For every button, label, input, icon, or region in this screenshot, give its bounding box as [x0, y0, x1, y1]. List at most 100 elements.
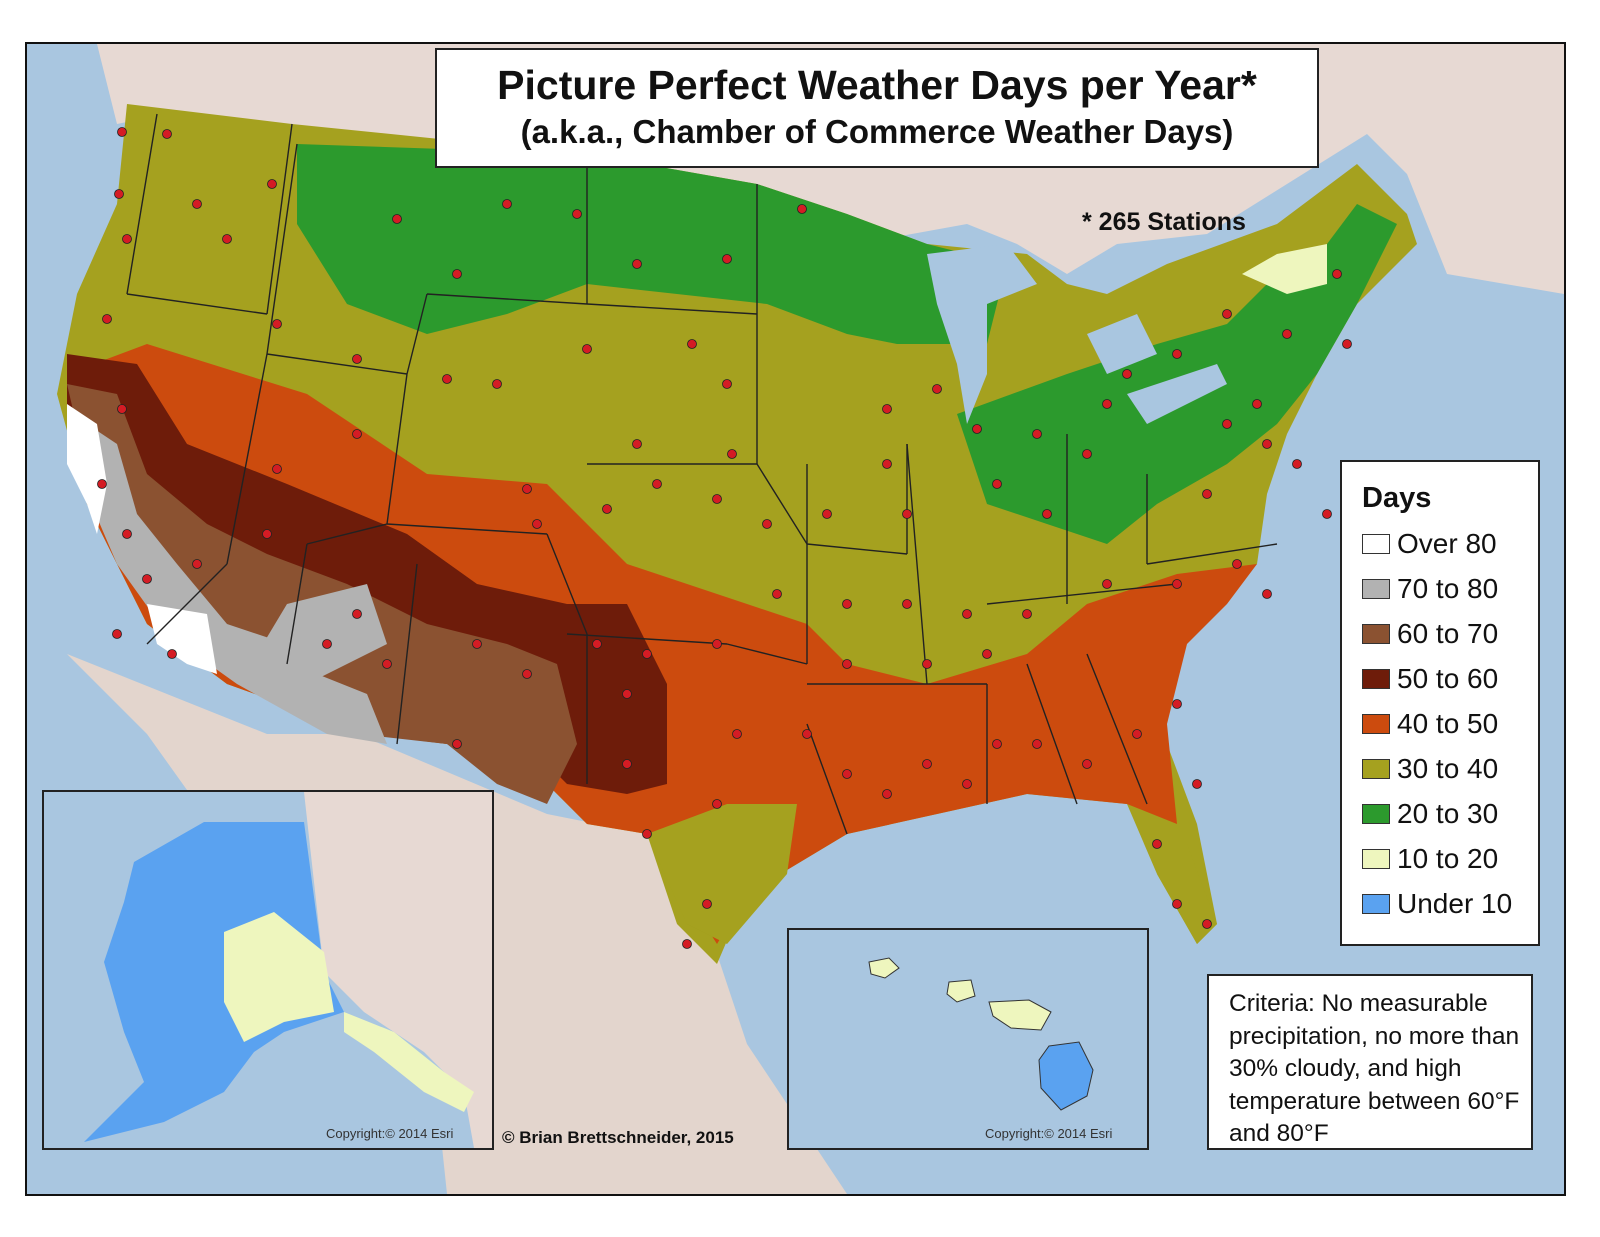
station-marker: [1202, 919, 1212, 929]
great-lakes: [927, 244, 1227, 424]
station-marker: [472, 639, 482, 649]
legend-item: 30 to 40: [1362, 746, 1538, 791]
legend-title: Days: [1362, 482, 1432, 514]
station-marker: [727, 449, 737, 459]
station-marker: [1032, 429, 1042, 439]
station-marker: [267, 179, 277, 189]
station-marker: [382, 659, 392, 669]
canada-land-inset: [304, 792, 492, 1148]
station-marker: [962, 779, 972, 789]
legend-swatch: [1362, 848, 1390, 869]
station-marker: [1082, 759, 1092, 769]
station-marker: [702, 899, 712, 909]
station-marker: [192, 199, 202, 209]
station-marker: [452, 269, 462, 279]
station-marker: [1172, 699, 1182, 709]
station-marker: [322, 639, 332, 649]
station-marker: [732, 729, 742, 739]
zone-30-40-florida: [1157, 824, 1217, 944]
criteria-box: Criteria: No measurable precipitation, n…: [1207, 974, 1533, 1150]
legend-swatch: [1362, 578, 1390, 599]
station-marker: [797, 204, 807, 214]
alaska-copyright: Copyright:© 2014 Esri: [326, 1126, 454, 1141]
legend-swatch: [1362, 668, 1390, 689]
station-marker: [192, 559, 202, 569]
station-marker: [602, 504, 612, 514]
map-frame: Picture Perfect Weather Days per Year* (…: [25, 42, 1566, 1196]
legend-label: 30 to 40: [1397, 752, 1499, 784]
station-marker: [522, 484, 532, 494]
station-marker: [162, 129, 172, 139]
station-marker: [922, 759, 932, 769]
station-marker: [1122, 369, 1132, 379]
station-marker: [902, 509, 912, 519]
legend-item: 70 to 80: [1362, 566, 1538, 611]
station-marker: [1172, 899, 1182, 909]
station-marker: [1222, 419, 1232, 429]
zone-60-70: [67, 384, 577, 804]
legend-item: 50 to 60: [1362, 656, 1538, 701]
station-marker: [992, 479, 1002, 489]
zone-30-40-gulf: [647, 804, 797, 944]
station-marker: [167, 649, 177, 659]
station-marker: [1152, 839, 1162, 849]
station-marker: [1252, 399, 1262, 409]
station-marker: [722, 379, 732, 389]
station-marker: [802, 729, 812, 739]
station-marker: [722, 254, 732, 264]
station-marker: [1192, 779, 1202, 789]
zone-70-80-b: [257, 584, 387, 684]
legend-label: 20 to 30: [1397, 797, 1499, 829]
zone-40-50: [67, 344, 1257, 944]
station-marker: [102, 314, 112, 324]
station-marker: [1102, 399, 1112, 409]
station-marker: [632, 439, 642, 449]
zone-10-20-vermont: [1242, 244, 1327, 294]
legend-swatch: [1362, 893, 1390, 914]
alaska-inset: Copyright:© 2014 Esri: [42, 790, 494, 1150]
stations-note: * 265 Stations: [1082, 208, 1246, 236]
legend-swatch: [1362, 623, 1390, 644]
station-marker: [1022, 609, 1032, 619]
zone-over-80-b: [147, 604, 217, 674]
hawaii-copyright: Copyright:© 2014 Esri: [985, 1126, 1113, 1141]
legend-item: 60 to 70: [1362, 611, 1538, 656]
station-marker: [772, 589, 782, 599]
station-marker: [442, 374, 452, 384]
station-marker: [642, 829, 652, 839]
station-marker: [112, 629, 122, 639]
station-marker: [882, 459, 892, 469]
state-boundaries: [126, 113, 1278, 835]
legend-item: Over 80: [1362, 521, 1538, 566]
station-marker: [1262, 589, 1272, 599]
station-marker: [922, 659, 932, 669]
legend-label: Under 10: [1397, 887, 1513, 919]
station-marker: [622, 689, 632, 699]
alaska-under-10: [84, 822, 344, 1142]
map-title: Picture Perfect Weather Days per Year*: [497, 62, 1257, 108]
station-marker: [762, 519, 772, 529]
station-marker: [712, 799, 722, 809]
station-marker: [117, 404, 127, 414]
legend-label: 10 to 20: [1397, 842, 1499, 874]
station-marker: [97, 479, 107, 489]
station-marker: [142, 574, 152, 584]
legend-label: 50 to 60: [1397, 662, 1499, 694]
station-marker: [1172, 349, 1182, 359]
station-marker: [902, 599, 912, 609]
station-marker: [842, 659, 852, 669]
station-marker: [572, 209, 582, 219]
station-marker: [687, 339, 697, 349]
station-marker: [352, 429, 362, 439]
station-marker: [272, 464, 282, 474]
station-marker: [122, 234, 132, 244]
station-marker: [712, 494, 722, 504]
station-marker: [1262, 439, 1272, 449]
legend-item: Under 10: [1362, 881, 1538, 926]
station-marker: [1102, 579, 1112, 589]
legend-swatch: [1362, 533, 1390, 554]
maui-group: [988, 999, 1052, 1031]
legend-swatch: [1362, 803, 1390, 824]
hawaii-inset: Copyright:© 2014 Esri: [787, 928, 1149, 1150]
big-island: [1038, 1041, 1094, 1111]
